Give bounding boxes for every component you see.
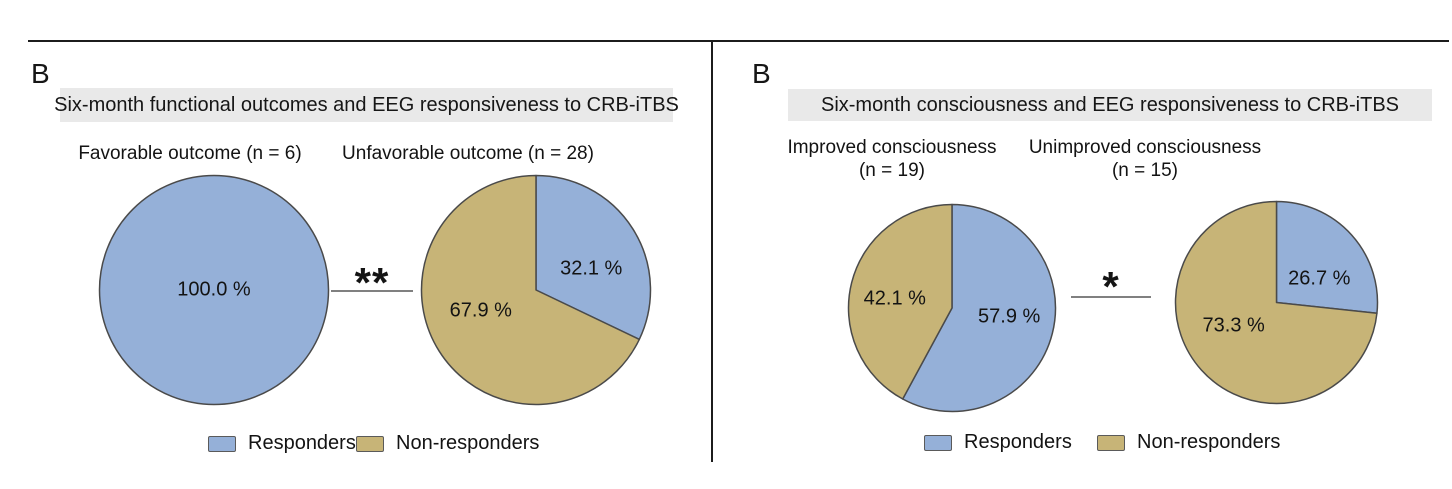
panel-letter: B	[752, 58, 771, 89]
pie-slice-responders	[901, 203, 1057, 413]
pie-unimproved-consciousness: 26.7 % 73.3 %	[1174, 200, 1379, 405]
legend-item-responders: Responders	[924, 431, 1072, 454]
legend-label: Non-responders	[396, 432, 540, 454]
pie-svg	[98, 174, 330, 406]
pie-unfavorable-outcome: 32.1 % 67.9 %	[420, 174, 652, 406]
panel-header: Six-month functional outcomes and EEG re…	[54, 88, 679, 122]
significance-stars: *	[1102, 263, 1120, 310]
significance-marker: *	[1071, 262, 1151, 308]
slice-percent-label: 67.9 %	[449, 299, 512, 322]
significance-marker: **	[331, 258, 413, 304]
responders-swatch	[208, 435, 236, 452]
slice-percent-label: 73.3 %	[1202, 314, 1265, 337]
responders-swatch	[924, 434, 952, 451]
panel-letter: B	[31, 58, 50, 89]
pie-title-line: Unfavorable outcome (n = 28)	[342, 143, 594, 164]
pie-slice-responders	[1275, 200, 1379, 315]
legend-label: Responders	[964, 431, 1072, 453]
slice-percent-label: 57.9 %	[978, 305, 1041, 328]
pie-title-line: Favorable outcome (n = 6)	[78, 143, 302, 164]
pie-slice-non-responders	[420, 174, 641, 406]
pie-favorable-outcome: 100.0 %	[98, 174, 330, 406]
legend-label: Non-responders	[1137, 431, 1281, 453]
slice-percent-label: 42.1 %	[863, 287, 926, 310]
pie-svg	[847, 203, 1057, 413]
pie-title-improved: Improved consciousness (n = 19)	[742, 136, 1042, 182]
non-responders-swatch	[1097, 434, 1125, 451]
panel-divider	[711, 40, 713, 462]
pie-title-line: Improved consciousness	[787, 137, 997, 158]
legend-item-non-responders: Non-responders	[356, 432, 539, 455]
slice-percent-label: 32.1 %	[560, 257, 623, 280]
legend-item-responders: Responders	[208, 432, 356, 455]
slice-percent-label: 26.7 %	[1288, 267, 1351, 290]
top-rule	[28, 40, 1449, 42]
pie-svg	[420, 174, 652, 406]
legend-label: Responders	[248, 432, 356, 454]
pie-improved-consciousness: 57.9 % 42.1 %	[847, 203, 1057, 413]
pie-svg	[1174, 200, 1379, 405]
pie-title-n: (n = 15)	[1111, 160, 1178, 181]
pie-slice-responders	[535, 174, 652, 341]
pie-slice-responders	[98, 174, 330, 406]
pie-title-line: Unimproved consciousness	[1028, 137, 1262, 158]
pie-title-favorable: Favorable outcome (n = 6)	[40, 142, 340, 165]
pie-title-unimproved: Unimproved consciousness (n = 15)	[995, 136, 1295, 182]
legend-item-non-responders: Non-responders	[1097, 431, 1280, 454]
significance-line	[331, 290, 413, 292]
non-responders-swatch	[356, 435, 384, 452]
pie-slice-non-responders	[1174, 200, 1378, 405]
slice-percent-label: 100.0 %	[177, 278, 251, 301]
significance-line	[1071, 296, 1151, 298]
pie-title-unfavorable: Unfavorable outcome (n = 28)	[318, 142, 618, 165]
pie-title-n: (n = 19)	[858, 160, 925, 181]
pie-slice-non-responders	[847, 203, 953, 400]
panel-header: Six-month consciousness and EEG responsi…	[788, 89, 1432, 121]
significance-stars: **	[354, 259, 390, 306]
